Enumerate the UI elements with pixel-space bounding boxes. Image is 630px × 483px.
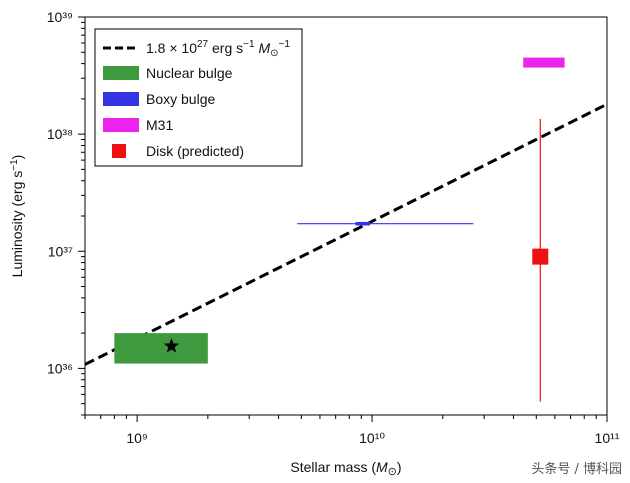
watermark: 头条号 / 博科园 xyxy=(531,462,622,477)
legend-m31-label: M31 xyxy=(146,117,173,133)
disk-predicted-marker xyxy=(532,248,549,265)
legend-frame xyxy=(94,28,303,167)
nuclear-bulge-star-marker xyxy=(163,338,180,353)
y-tick-label: 10³⁶ xyxy=(47,360,73,376)
legend-disk-label: Disk (predicted) xyxy=(146,143,244,159)
y-axis: 10³⁶ 10³⁷ 10³⁸ 10³⁹ xyxy=(47,9,85,416)
legend-boxy-bulge-label: Boxy bulge xyxy=(146,91,215,107)
legend-m31-swatch xyxy=(103,118,139,132)
legend-fit-label: 1.8 × 1027 erg s−1 M⊙−1 xyxy=(146,39,290,59)
nuclear-bulge-box xyxy=(114,333,208,364)
fit-line xyxy=(84,102,608,366)
y-axis-label: Luminosity (erg s−1) xyxy=(9,155,25,278)
boxy-bulge-box xyxy=(355,221,370,226)
legend: 1.8 × 1027 erg s−1 M⊙−1 Nuclear bulge Bo… xyxy=(94,28,303,167)
x-axis-label: Stellar mass (M⊙) xyxy=(290,459,401,478)
x-tick-label: 10¹¹ xyxy=(595,430,620,446)
x-tick-label: 10⁹ xyxy=(126,430,148,446)
legend-nuclear-bulge-label: Nuclear bulge xyxy=(146,65,233,81)
y-tick-label: 10³⁷ xyxy=(48,243,73,259)
x-axis: 10⁹ 10¹⁰ 10¹¹ xyxy=(84,415,620,446)
m31-box xyxy=(523,57,565,68)
legend-disk-swatch xyxy=(112,144,126,158)
y-tick-label: 10³⁸ xyxy=(47,126,73,142)
x-tick-label: 10¹⁰ xyxy=(359,430,385,446)
y-tick-label: 10³⁹ xyxy=(47,9,73,25)
plot-marks xyxy=(84,57,608,402)
legend-nuclear-bulge-swatch xyxy=(103,66,139,80)
legend-boxy-bulge-swatch xyxy=(103,92,139,106)
